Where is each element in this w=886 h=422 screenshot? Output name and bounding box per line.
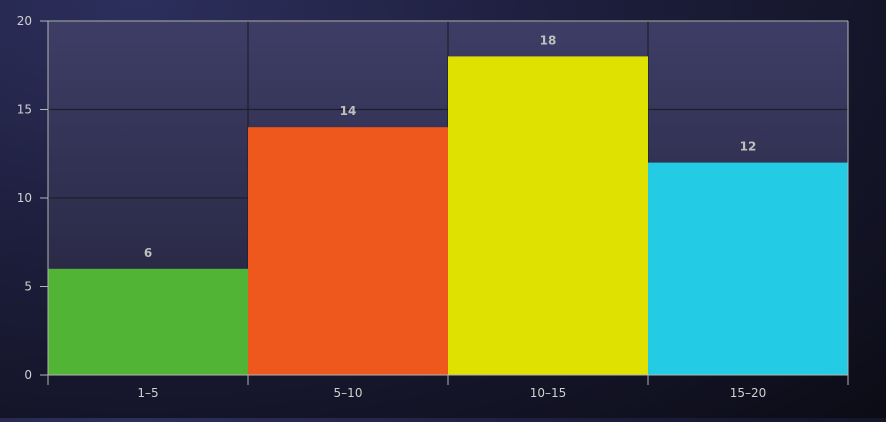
y-tick-label: 15 bbox=[17, 103, 32, 117]
bar[interactable] bbox=[248, 127, 448, 375]
x-tick-label: 5–10 bbox=[334, 386, 363, 400]
y-tick-labels: 0 5 10 15 20 bbox=[17, 14, 32, 382]
data-label: 6 bbox=[144, 246, 152, 260]
x-tick-label: 1–5 bbox=[137, 386, 158, 400]
data-labels: 6 14 18 12 bbox=[144, 33, 757, 259]
bar[interactable] bbox=[48, 268, 248, 375]
y-tick-label: 10 bbox=[17, 191, 32, 205]
data-label: 18 bbox=[540, 33, 557, 47]
bars bbox=[48, 56, 848, 376]
data-label: 12 bbox=[740, 140, 757, 154]
bar[interactable] bbox=[648, 162, 848, 375]
bar[interactable] bbox=[448, 56, 648, 376]
axes bbox=[40, 20, 849, 385]
y-tick-label: 5 bbox=[24, 280, 32, 294]
data-label: 14 bbox=[340, 104, 357, 118]
y-tick-label: 20 bbox=[17, 14, 32, 28]
x-tick-label: 10–15 bbox=[530, 386, 567, 400]
y-tick-label: 0 bbox=[24, 368, 32, 382]
x-tick-labels: 1–5 5–10 10–15 15–20 bbox=[137, 386, 766, 400]
x-tick-label: 15–20 bbox=[730, 386, 767, 400]
